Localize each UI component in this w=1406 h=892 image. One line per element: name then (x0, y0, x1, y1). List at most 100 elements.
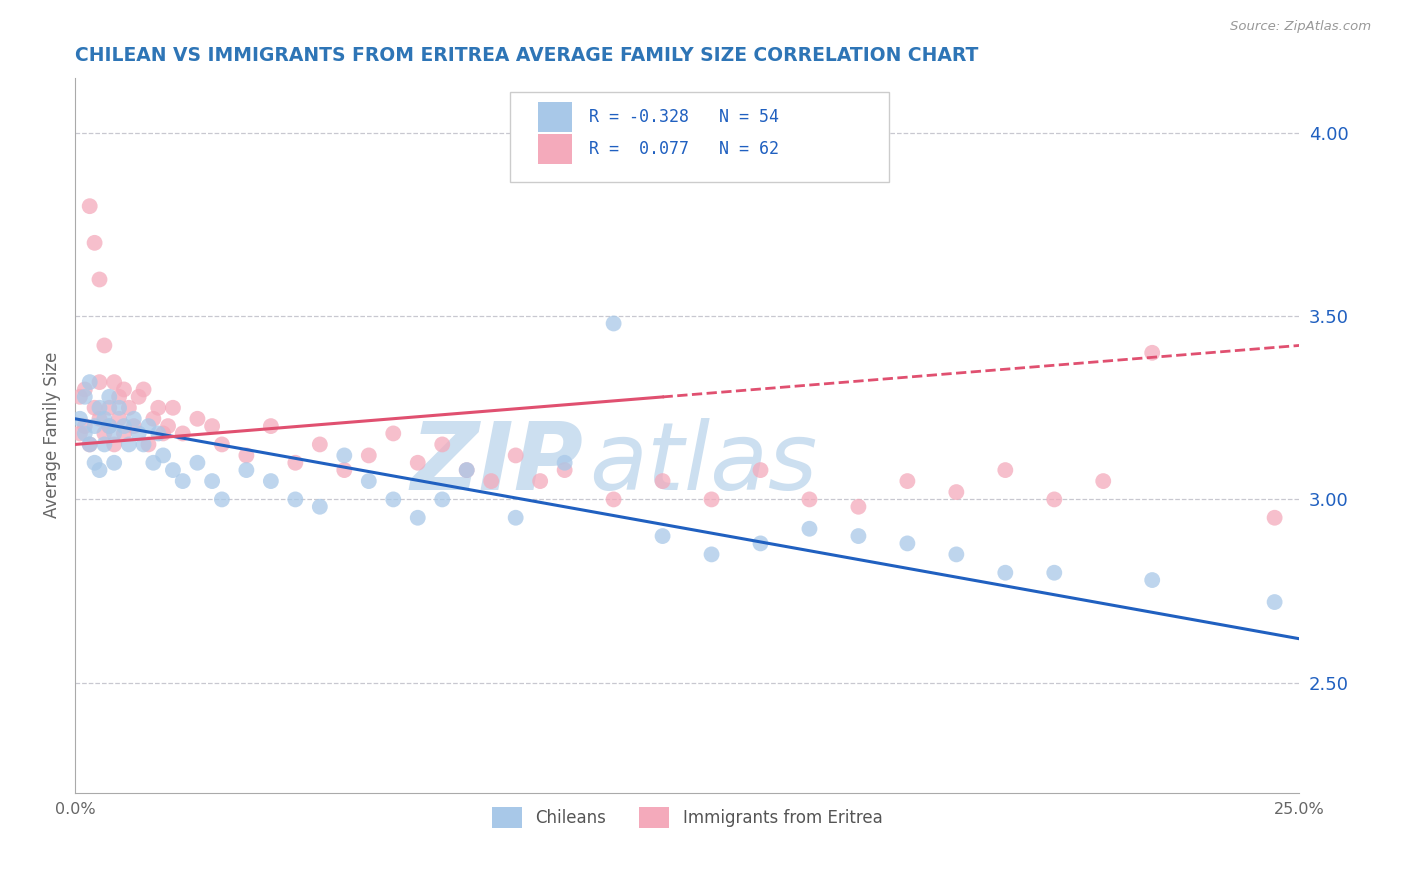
Y-axis label: Average Family Size: Average Family Size (44, 352, 60, 518)
Point (456, 463, 478, 477)
Point (132, 383, 155, 397)
Point (172, 474, 194, 488)
Text: CHILEAN VS IMMIGRANTS FROM ERITREA AVERAGE FAMILY SIZE CORRELATION CHART: CHILEAN VS IMMIGRANTS FROM ERITREA AVERA… (75, 46, 979, 65)
Point (103, 456, 125, 470)
Bar (537, 135, 572, 164)
Point (945, 548, 967, 562)
Point (89, 401, 111, 415)
Point (602, 317, 624, 331)
Point (69, 426, 91, 441)
Point (432, 437, 454, 451)
Point (112, 426, 135, 441)
Point (112, 419, 135, 434)
Point (505, 510, 527, 524)
Point (79, 437, 101, 451)
Point (235, 449, 257, 463)
Point (83, 401, 105, 415)
Point (201, 474, 224, 488)
Point (118, 401, 141, 415)
Point (98, 419, 121, 434)
Point (142, 411, 165, 425)
Point (554, 463, 576, 477)
Point (93, 426, 115, 441)
Text: Source: ZipAtlas.com: Source: ZipAtlas.com (1230, 20, 1371, 33)
Point (83, 235, 105, 250)
Point (83, 419, 105, 434)
Point (651, 529, 673, 543)
Point (1043, 492, 1066, 507)
Point (69, 390, 91, 404)
Point (162, 401, 184, 415)
Point (89, 375, 111, 389)
Point (260, 419, 283, 434)
Point (112, 383, 135, 397)
Point (406, 456, 429, 470)
Point (138, 419, 160, 434)
Point (1140, 346, 1163, 360)
Text: R = -0.328   N = 54: R = -0.328 N = 54 (589, 108, 779, 126)
Bar (537, 103, 572, 132)
Point (1043, 566, 1066, 580)
Point (432, 492, 454, 507)
Point (749, 463, 772, 477)
Point (122, 419, 145, 434)
Point (79, 199, 101, 213)
Point (994, 566, 1017, 580)
Point (333, 463, 356, 477)
Point (142, 456, 165, 470)
Point (79, 375, 101, 389)
Point (700, 548, 723, 562)
Point (799, 522, 821, 536)
Point (93, 437, 115, 451)
Point (896, 536, 918, 550)
Point (260, 474, 283, 488)
Point (162, 463, 184, 477)
Text: R =  0.077   N = 62: R = 0.077 N = 62 (589, 140, 779, 159)
Point (554, 456, 576, 470)
Point (108, 401, 131, 415)
Point (108, 390, 131, 404)
Point (382, 426, 405, 441)
Point (152, 426, 174, 441)
Point (1092, 474, 1115, 488)
Point (103, 426, 125, 441)
Point (148, 401, 170, 415)
Point (73, 390, 96, 404)
Point (479, 474, 502, 488)
Point (284, 492, 307, 507)
Point (83, 456, 105, 470)
Text: ZIP: ZIP (411, 417, 583, 510)
Point (186, 456, 208, 470)
Point (157, 419, 180, 434)
Point (945, 485, 967, 500)
Point (235, 463, 257, 477)
Point (186, 411, 208, 425)
Point (79, 437, 101, 451)
Point (848, 500, 870, 514)
Point (308, 437, 330, 451)
Point (749, 536, 772, 550)
Point (89, 411, 111, 425)
Point (118, 437, 141, 451)
Point (1264, 510, 1286, 524)
Point (93, 338, 115, 352)
Point (382, 492, 405, 507)
Text: atlas: atlas (589, 418, 817, 509)
Point (333, 449, 356, 463)
Point (406, 510, 429, 524)
Legend: Chileans, Immigrants from Eritrea: Chileans, Immigrants from Eritrea (485, 801, 889, 834)
Point (152, 449, 174, 463)
Point (896, 474, 918, 488)
Point (211, 492, 233, 507)
Point (138, 437, 160, 451)
Point (602, 492, 624, 507)
Point (994, 463, 1017, 477)
Point (700, 492, 723, 507)
Point (1264, 595, 1286, 609)
Point (98, 390, 121, 404)
Point (69, 411, 91, 425)
FancyBboxPatch shape (509, 92, 889, 182)
Point (89, 272, 111, 286)
Point (93, 411, 115, 425)
Point (201, 419, 224, 434)
